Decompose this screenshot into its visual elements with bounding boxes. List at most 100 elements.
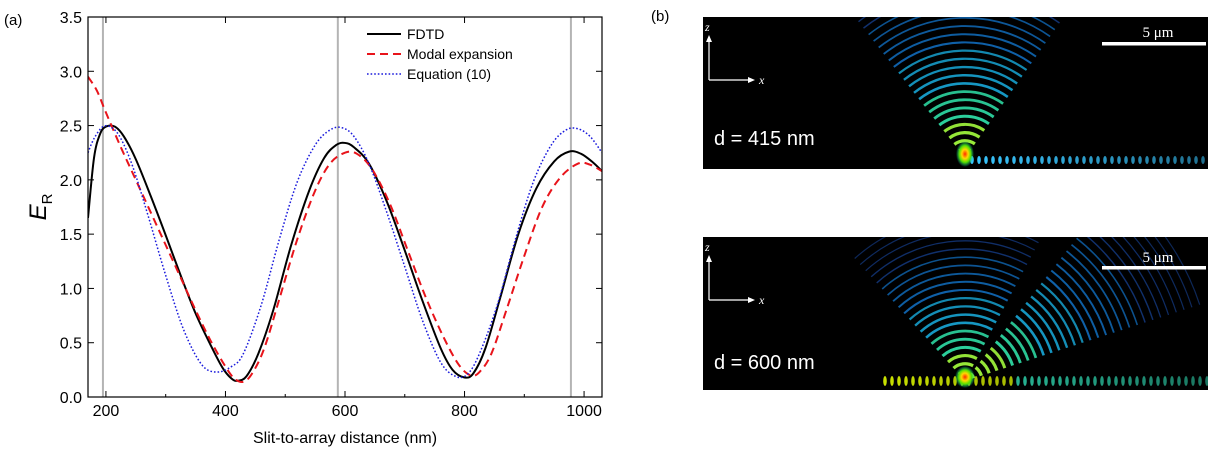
surface-plasmon-dot bbox=[1047, 156, 1051, 164]
wavefront-ring bbox=[1015, 314, 1045, 356]
surface-plasmon-dot bbox=[1145, 156, 1149, 164]
wavefront-ring bbox=[887, 264, 1020, 296]
series-line-2 bbox=[88, 124, 602, 379]
wavefront-ring bbox=[923, 90, 1004, 107]
wavefront-ring bbox=[1111, 237, 1162, 318]
z-axis-letter: z bbox=[704, 20, 710, 34]
wavefront-ring bbox=[1035, 289, 1076, 346]
wavefront-ring bbox=[1133, 237, 1177, 313]
field-label: d = 600 nm bbox=[714, 352, 815, 374]
surface-plasmon-dot bbox=[1107, 376, 1111, 386]
surface-plasmon-dot bbox=[1142, 376, 1146, 386]
wavefront-ring bbox=[1025, 301, 1061, 351]
surface-plasmon-dot bbox=[1187, 156, 1191, 164]
wavefront-ring bbox=[925, 321, 993, 339]
wavefront-ring bbox=[952, 362, 974, 370]
y-tick-label: 1.5 bbox=[60, 227, 82, 244]
surface-plasmon-dot bbox=[1019, 156, 1023, 164]
surface-plasmon-dot bbox=[1054, 156, 1058, 164]
y-tick-label: 3.0 bbox=[60, 64, 82, 81]
scale-bar bbox=[1102, 42, 1206, 46]
surface-plasmon-dot bbox=[939, 376, 943, 386]
surface-plasmon-dot bbox=[1177, 376, 1181, 386]
surface-plasmon-dot bbox=[1093, 376, 1097, 386]
x-axis-ticks: 200 400 600 800 1000 bbox=[93, 17, 602, 420]
scale-bar-label: 5 μm bbox=[1143, 250, 1174, 266]
field-label: d = 415 nm bbox=[714, 128, 815, 150]
surface-plasmon-dot bbox=[1086, 376, 1090, 386]
surface-plasmon-dot bbox=[1138, 156, 1142, 164]
surface-plasmon-dot bbox=[1128, 376, 1132, 386]
field-map-600: z x 5 μm d = 600 nm bbox=[703, 237, 1208, 390]
wavefront-ring bbox=[1143, 237, 1185, 310]
x-tick-label: 1000 bbox=[566, 403, 602, 420]
wavefront-ring bbox=[873, 17, 1051, 42]
surface-plasmon-dot bbox=[1068, 156, 1072, 164]
surface-plasmon-dot bbox=[984, 156, 988, 164]
y-tick-label: 3.5 bbox=[60, 10, 82, 27]
wavefront-ring bbox=[1060, 256, 1115, 333]
wavefront-ring bbox=[908, 297, 1005, 321]
y-tick-label: 1.0 bbox=[60, 281, 82, 298]
wavefront-ring bbox=[883, 25, 1042, 55]
wavefront-ring bbox=[897, 280, 1013, 309]
wavefront-ring bbox=[1010, 321, 1038, 359]
wavefront-ring bbox=[1154, 237, 1193, 308]
wavefront-ring bbox=[853, 0, 1069, 15]
surface-plasmon-dot bbox=[1075, 156, 1079, 164]
wavefront-ring bbox=[1030, 295, 1069, 349]
reference-lines bbox=[101, 17, 572, 397]
wavefront-ring bbox=[859, 237, 1039, 266]
surface-plasmon-dot bbox=[1121, 376, 1125, 386]
wavefront-ring bbox=[913, 74, 1014, 94]
surface-plasmon-dot bbox=[974, 376, 978, 386]
surface-plasmon-dot bbox=[1163, 376, 1167, 386]
surface-plasmon-dot bbox=[1124, 156, 1128, 164]
surface-plasmon-dot bbox=[1040, 156, 1044, 164]
surface-plasmon-dot bbox=[1061, 156, 1065, 164]
wavefront-ring bbox=[876, 248, 1028, 284]
surface-plasmon-dot bbox=[1012, 156, 1016, 164]
wavefront-ring bbox=[1050, 269, 1100, 339]
y-tick-label: 2.0 bbox=[60, 173, 82, 190]
surface-plasmon-dot bbox=[1198, 376, 1202, 386]
surface-plasmon-row bbox=[883, 376, 1208, 386]
x-axis-letter: x bbox=[758, 293, 765, 307]
wavefront-ring bbox=[918, 82, 1009, 101]
surface-plasmon-dot bbox=[911, 376, 915, 386]
surface-plasmon-dot bbox=[932, 376, 936, 386]
wavefront-ring bbox=[865, 237, 1035, 272]
surface-plasmon-dot bbox=[1149, 376, 1153, 386]
wavefront-ring bbox=[984, 353, 999, 372]
wavefront-ring bbox=[908, 65, 1018, 88]
wavefront-ring bbox=[888, 33, 1037, 62]
surface-plasmon-dot bbox=[1103, 156, 1107, 164]
wavefront-ring bbox=[946, 354, 978, 364]
y-axis-title-main: E bbox=[25, 203, 52, 220]
scale-bar-label: 5 μm bbox=[1143, 25, 1174, 41]
surface-plasmon-dot bbox=[904, 376, 908, 386]
x-axis-title: Slit-to-array distance (nm) bbox=[253, 430, 437, 447]
y-axis-ticks: 0.0 0.5 1.0 1.5 2.0 2.5 3.0 3.5 bbox=[60, 10, 602, 407]
wavefront-ring bbox=[1070, 244, 1131, 328]
surface-plasmon-dot bbox=[1023, 376, 1027, 386]
surface-plasmon-dot bbox=[1026, 156, 1030, 164]
surface-plasmon-dot bbox=[918, 376, 922, 386]
axes-arrow-icon bbox=[706, 255, 755, 303]
surface-plasmon-dot bbox=[1044, 376, 1048, 386]
surface-plasmon-dot bbox=[1100, 376, 1104, 386]
wavefront-ring bbox=[1164, 237, 1201, 305]
wavefront-ring bbox=[919, 313, 997, 333]
surface-plasmon-dot bbox=[991, 156, 995, 164]
field-map-415: z x 5 μm d = 415 nm bbox=[703, 0, 1208, 169]
x-tick-label: 400 bbox=[212, 403, 239, 420]
surface-plasmon-dot bbox=[1005, 156, 1009, 164]
surface-plasmon-dot bbox=[883, 376, 887, 386]
surface-plasmon-dot bbox=[1030, 376, 1034, 386]
wavefront-ring bbox=[1020, 308, 1053, 354]
wavefront-ring bbox=[893, 41, 1032, 68]
surface-plasmon-dot bbox=[1135, 376, 1139, 386]
wavefront-ring bbox=[1045, 276, 1092, 341]
wavefront-ring bbox=[974, 366, 983, 377]
